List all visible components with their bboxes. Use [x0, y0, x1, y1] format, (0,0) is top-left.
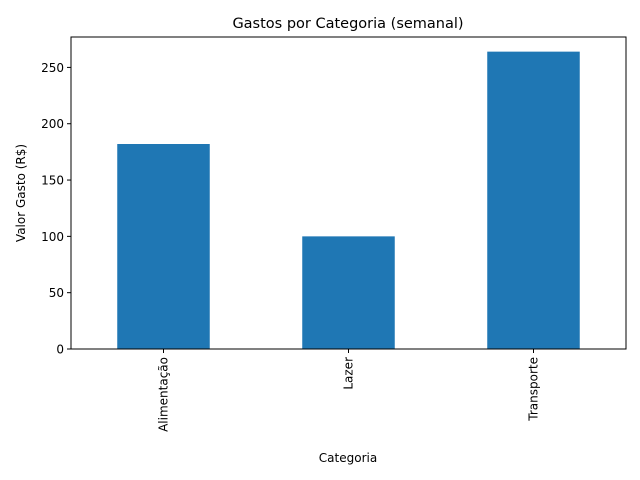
y-tick-label: 250: [41, 61, 64, 75]
x-tick-label: Transporte: [527, 357, 541, 422]
chart-title: Gastos por Categoria (semanal): [232, 16, 463, 32]
bars-group: [117, 51, 580, 349]
y-tick-label: 150: [41, 174, 64, 188]
x-tick-label: Alimentação: [157, 357, 171, 432]
y-tick-label: 50: [49, 286, 64, 300]
x-axis-label: Categoria: [319, 451, 377, 465]
y-tick-label: 100: [41, 230, 64, 244]
x-axis: Alimentação Lazer Transporte: [157, 349, 541, 432]
y-tick-label: 200: [41, 117, 64, 131]
bar-alimentacao: [117, 144, 210, 349]
plot-frame: [70, 36, 627, 350]
bar-lazer: [302, 236, 395, 349]
y-axis-label: Valor Gasto (R$): [14, 144, 28, 242]
y-axis: 0 50 100 150 200 250: [41, 61, 71, 357]
x-tick-label: Lazer: [342, 357, 356, 390]
bar-transporte: [487, 51, 580, 349]
y-tick-label: 0: [56, 343, 64, 357]
